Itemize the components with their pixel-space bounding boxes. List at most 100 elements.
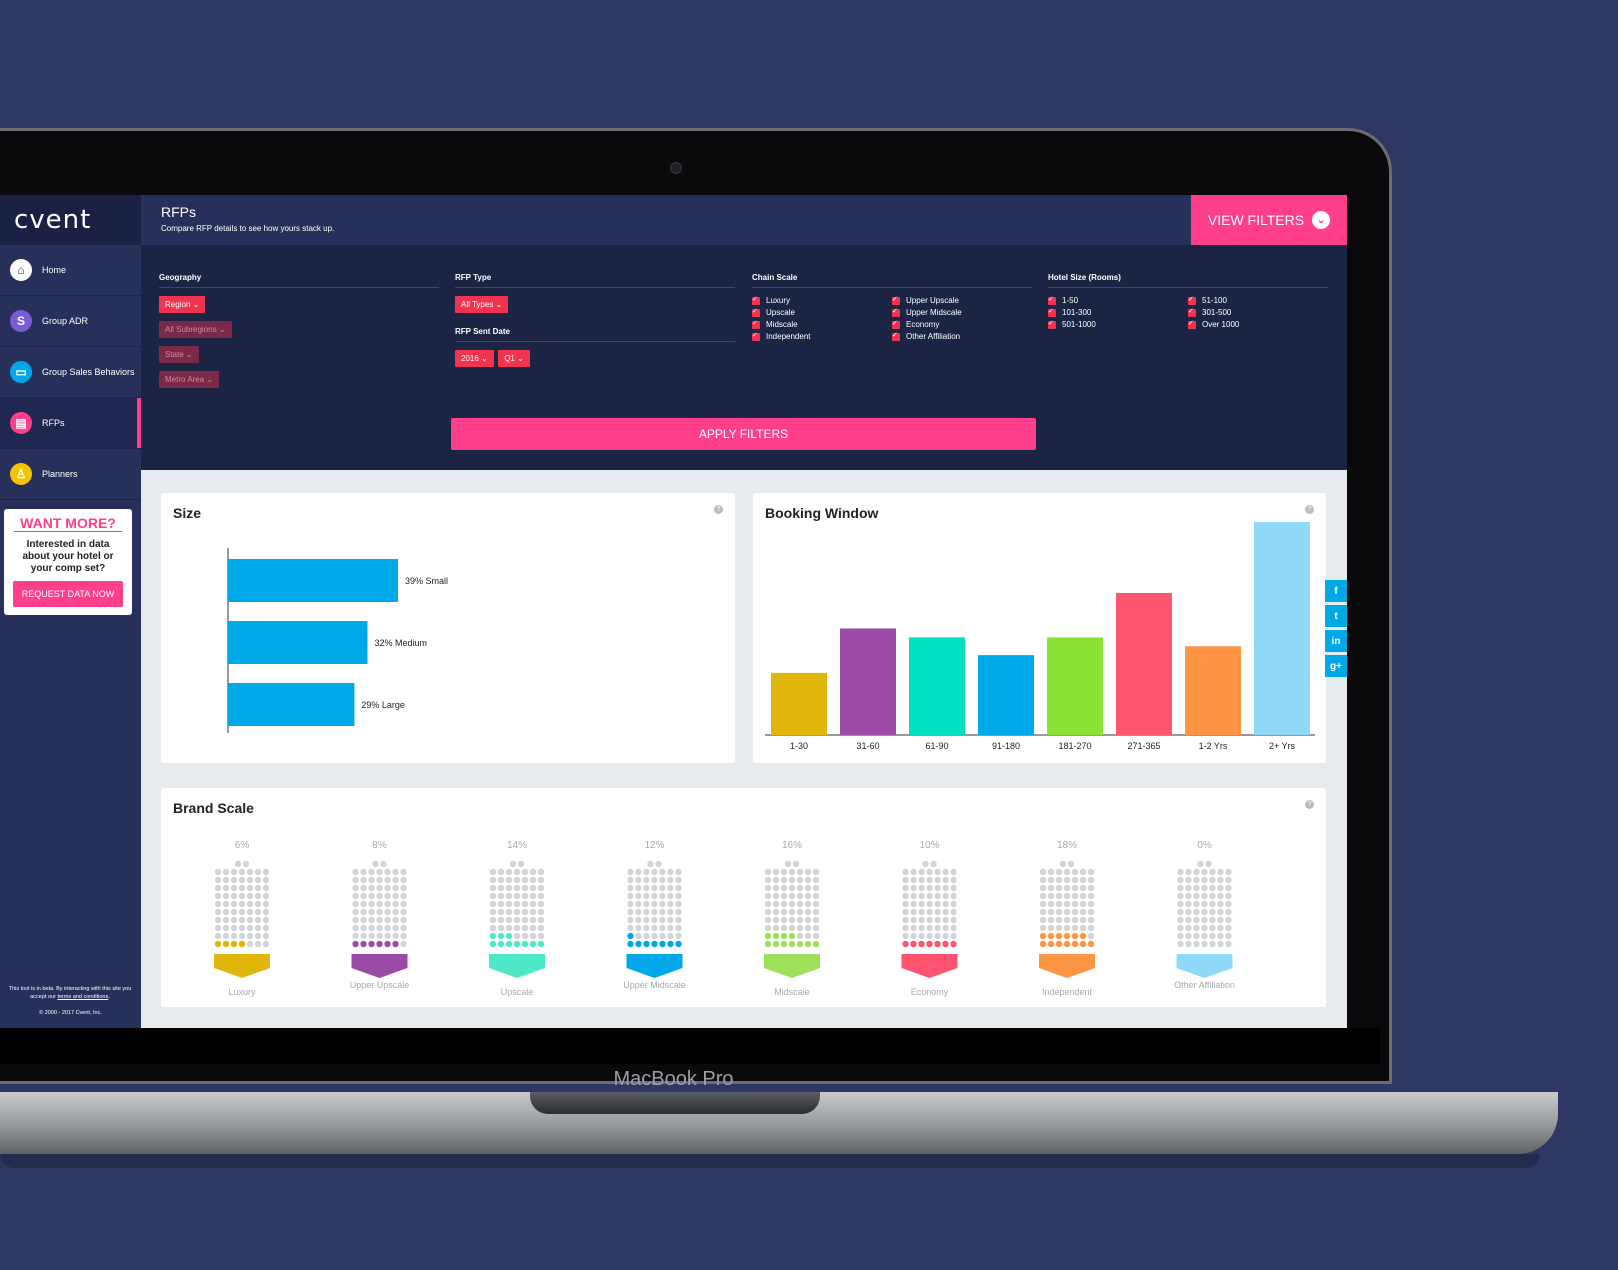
checkbox-101-300[interactable]: 101-300 (1048, 307, 1188, 317)
help-icon[interactable]: ? (1305, 800, 1314, 809)
dot (764, 868, 772, 876)
dot (513, 900, 521, 908)
chevron-down-icon: ⌄ (1312, 211, 1331, 229)
checkbox-other-affiliation[interactable]: Other Affiliation (892, 331, 1032, 341)
checkbox-luxury[interactable]: Luxury (752, 295, 892, 305)
dot (1039, 932, 1047, 940)
dot (497, 876, 505, 884)
dot (812, 892, 820, 900)
dot (1193, 876, 1200, 884)
dot (529, 892, 537, 900)
checkbox-1-50[interactable]: 1-50 (1048, 295, 1188, 305)
checkbox-upper-upscale[interactable]: Upper Upscale (892, 295, 1032, 305)
dot (942, 932, 949, 940)
dot (1055, 908, 1063, 916)
dot (1047, 892, 1055, 900)
checkbox-upscale[interactable]: Upscale (752, 307, 892, 317)
facebook-icon[interactable]: f (1325, 580, 1347, 602)
checkbox-over-1000[interactable]: Over 1000 (1188, 319, 1328, 329)
subregion-dropdown[interactable]: All Subregions (159, 321, 232, 338)
dot (1225, 868, 1232, 876)
dot (352, 932, 359, 940)
quarter-dropdown[interactable]: Q1 (498, 350, 530, 367)
dot (384, 932, 391, 940)
dot (1079, 900, 1087, 908)
view-filters-button[interactable]: VIEW FILTERS ⌄ (1191, 195, 1347, 245)
checkbox-301-500[interactable]: 301-500 (1188, 307, 1328, 317)
dot (1055, 940, 1063, 948)
year-dropdown[interactable]: 2016 (455, 350, 494, 367)
dot (804, 916, 812, 924)
dot (1225, 892, 1232, 900)
sidebar: cvent ⌂ Home S Group ADR ▭ Group Sales Behavi… (0, 195, 141, 1028)
filters-panel: Geography Region All Subregions State Me… (141, 245, 1347, 470)
dot (1079, 884, 1087, 892)
google-plus-icon[interactable]: g+ (1325, 655, 1347, 677)
apply-filters-button[interactable]: APPLY FILTERS (451, 418, 1036, 450)
sidebar-item-planners[interactable]: ♙ Planners (0, 449, 141, 500)
sidebar-item-rfps[interactable]: ▤ RFPs (0, 398, 141, 449)
view-filters-label: VIEW FILTERS (1207, 212, 1305, 228)
dot (918, 932, 925, 940)
linkedin-icon[interactable]: in (1325, 630, 1347, 652)
checkbox-midscale[interactable]: Midscale (752, 319, 892, 329)
dot (635, 876, 642, 884)
checkbox-label: Midscale (766, 320, 798, 329)
help-icon[interactable]: ? (714, 505, 723, 514)
brand-category-label: Midscale (774, 987, 810, 997)
dot (942, 908, 949, 916)
dot (812, 940, 820, 948)
dot (910, 932, 917, 940)
dot (489, 916, 497, 924)
dot (796, 932, 804, 940)
metro-area-dropdown[interactable]: Metro Area (159, 371, 220, 388)
state-dropdown[interactable]: State (159, 346, 199, 363)
dot (489, 892, 497, 900)
rfp-type-dropdown[interactable]: All Types (455, 296, 509, 313)
dot (1071, 932, 1079, 940)
dot (360, 884, 367, 892)
region-dropdown[interactable]: Region (159, 296, 206, 313)
dot (1193, 868, 1200, 876)
dot (254, 924, 262, 932)
dot (214, 884, 222, 892)
dot (238, 900, 246, 908)
dot (643, 940, 650, 948)
cvent-logo[interactable]: cvent (14, 205, 92, 235)
request-data-button[interactable]: REQUEST DATA NOW (13, 581, 123, 607)
dot (1217, 876, 1224, 884)
dot (1071, 908, 1079, 916)
dot (376, 908, 383, 916)
twitter-icon[interactable]: t (1325, 605, 1347, 627)
sidebar-item-group-sales-behaviors[interactable]: ▭ Group Sales Behaviors (0, 347, 141, 398)
checkbox-economy[interactable]: Economy (892, 319, 1032, 329)
dot (214, 908, 222, 916)
dot (384, 884, 391, 892)
sidebar-item-home[interactable]: ⌂ Home (0, 245, 141, 296)
brand-dot-grid (489, 860, 545, 948)
dot (918, 908, 925, 916)
dot (1209, 884, 1216, 892)
dot (497, 932, 505, 940)
dot (788, 892, 796, 900)
dot (1059, 860, 1067, 868)
help-icon[interactable]: ? (1305, 505, 1314, 514)
dot (254, 908, 262, 916)
dot (1197, 860, 1204, 868)
checkbox-upper-midscale[interactable]: Upper Midscale (892, 307, 1032, 317)
dot (780, 884, 788, 892)
dot (1039, 900, 1047, 908)
checkbox-51-100[interactable]: 51-100 (1188, 295, 1328, 305)
dot (934, 908, 941, 916)
sidebar-item-group-adr[interactable]: S Group ADR (0, 296, 141, 347)
dot (910, 908, 917, 916)
checkbox-501-1000[interactable]: 501-1000 (1048, 319, 1188, 329)
laptop-shadow (0, 1154, 1540, 1168)
terms-link[interactable]: terms and conditions (57, 994, 109, 1000)
checkbox-independent[interactable]: Independent (752, 331, 892, 341)
dot (392, 924, 399, 932)
dot (489, 908, 497, 916)
dot (513, 876, 521, 884)
dot (651, 924, 658, 932)
dot (384, 868, 391, 876)
